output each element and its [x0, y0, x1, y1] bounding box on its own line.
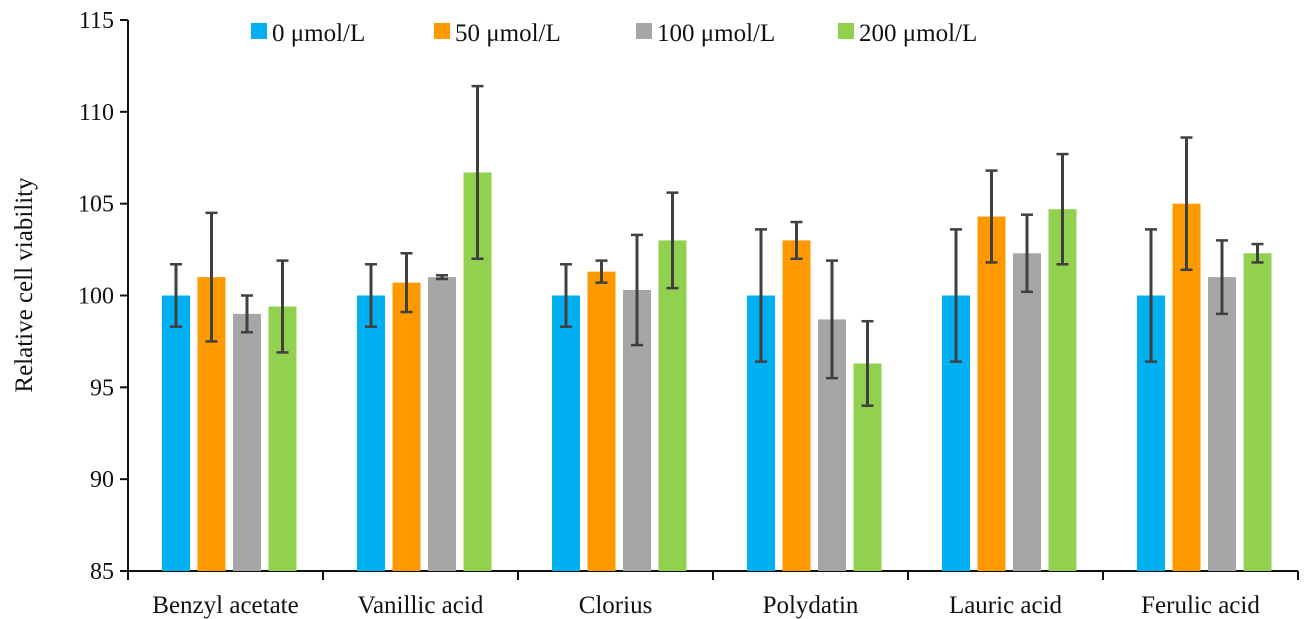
y-tick-label: 90: [90, 467, 114, 493]
bar: [782, 240, 811, 571]
y-tick-label: 100: [78, 284, 114, 310]
y-tick-label: 85: [90, 559, 114, 585]
bar: [357, 295, 385, 571]
bar: [1048, 209, 1077, 571]
bar: [658, 240, 687, 571]
y-tick-label: 115: [79, 8, 114, 34]
x-axis: Benzyl acetate Vanillic acid Clorius Polyda…: [127, 570, 1299, 619]
bar: [552, 295, 580, 571]
y-axis: 85 90 95 100 105 110 115: [78, 8, 129, 585]
y-tick-label: 95: [90, 375, 114, 401]
legend-swatch: [434, 23, 450, 39]
y-tick-label: 110: [79, 100, 114, 126]
legend: 0 μmol/L 50 μmol/L 100 μmol/L 200 μmol/L: [251, 20, 977, 47]
x-tick-label: Lauric acid: [949, 592, 1063, 619]
y-tick-label: 105: [78, 192, 114, 218]
bar: [1208, 277, 1236, 571]
bar: [1013, 253, 1041, 572]
x-tick-label: Polydatin: [763, 592, 859, 619]
bar: [428, 277, 456, 571]
legend-label: 0 μmol/L: [272, 20, 365, 47]
legend-swatch: [838, 23, 854, 39]
bars-layer: [162, 84, 1272, 572]
bar: [392, 282, 421, 571]
legend-swatch: [636, 23, 652, 39]
x-tick-label: Vanillic acid: [358, 592, 484, 619]
bar: [233, 313, 261, 571]
legend-label: 200 μmol/L: [859, 20, 977, 47]
y-axis-label: Relative cell viability: [11, 177, 38, 393]
x-tick-label: Benzyl acetate: [152, 592, 298, 619]
bar: [977, 216, 1006, 572]
x-tick-label: Clorius: [579, 592, 653, 619]
bar: [587, 271, 616, 571]
bar: [162, 295, 190, 571]
legend-swatch: [251, 23, 267, 39]
legend-label: 100 μmol/L: [657, 20, 775, 47]
x-tick-label: Ferulic acid: [1141, 592, 1260, 619]
bar: [1243, 253, 1272, 572]
legend-label: 50 μmol/L: [455, 20, 561, 47]
